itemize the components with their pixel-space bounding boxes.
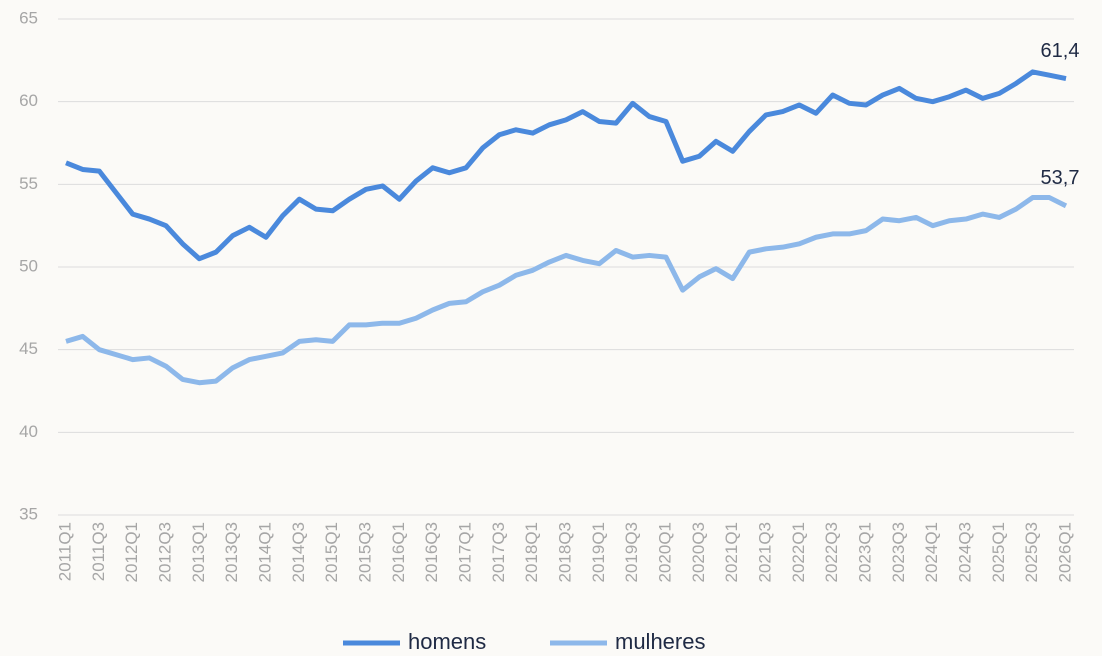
y-tick-label: 50 xyxy=(19,256,38,275)
x-tick-label: 2021Q1 xyxy=(722,522,741,583)
x-tick-label: 2016Q3 xyxy=(422,522,441,583)
x-tick-label: 2018Q3 xyxy=(555,522,574,583)
x-tick-label: 2015Q1 xyxy=(322,522,341,583)
x-tick-label: 2020Q3 xyxy=(689,522,708,583)
x-tick-label: 2019Q1 xyxy=(589,522,608,583)
x-tick-label: 2021Q3 xyxy=(755,522,774,583)
y-tick-label: 40 xyxy=(19,422,38,441)
y-tick-label: 65 xyxy=(19,8,38,27)
x-tick-label: 2019Q3 xyxy=(622,522,641,583)
x-tick-label: 2022Q1 xyxy=(789,522,808,583)
x-tick-label: 2018Q1 xyxy=(522,522,541,583)
x-tick-label: 2020Q1 xyxy=(655,522,674,583)
data-label: 61,4 xyxy=(1041,40,1080,62)
x-tick-label: 2016Q1 xyxy=(389,522,408,583)
x-tick-label: 2012Q1 xyxy=(122,522,141,583)
x-tick-label: 2017Q3 xyxy=(489,522,508,583)
x-tick-label: 2022Q3 xyxy=(822,522,841,583)
x-tick-label: 2014Q1 xyxy=(255,522,274,583)
x-tick-label: 2025Q1 xyxy=(989,522,1008,583)
y-tick-label: 45 xyxy=(19,339,38,358)
x-tick-label: 2014Q3 xyxy=(289,522,308,583)
series-line xyxy=(65,195,1068,386)
x-tick-label: 2023Q1 xyxy=(855,522,874,583)
y-tick-label: 60 xyxy=(19,91,38,110)
x-tick-label: 2024Q3 xyxy=(955,522,974,583)
x-tick-label: 2025Q3 xyxy=(1022,522,1041,583)
y-tick-label: 55 xyxy=(19,174,38,193)
x-tick-label: 2017Q1 xyxy=(455,522,474,583)
x-tick-label: 2026Q1 xyxy=(1055,522,1074,583)
x-tick-label: 2023Q3 xyxy=(889,522,908,583)
x-tick-label: 2015Q3 xyxy=(355,522,374,583)
x-tick-label: 2024Q1 xyxy=(922,522,941,583)
data-label: 53,7 xyxy=(1041,167,1080,189)
legend-label: mulheres xyxy=(615,629,705,654)
x-tick-label: 2012Q3 xyxy=(155,522,174,583)
x-tick-label: 2011Q1 xyxy=(55,522,74,581)
x-tick-label: 2013Q3 xyxy=(222,522,241,583)
x-tick-label: 2013Q1 xyxy=(189,522,208,583)
legend-label: homens xyxy=(408,629,486,654)
y-tick-label: 35 xyxy=(19,504,38,523)
x-tick-label: 2011Q3 xyxy=(89,522,108,581)
series-line xyxy=(65,69,1067,262)
